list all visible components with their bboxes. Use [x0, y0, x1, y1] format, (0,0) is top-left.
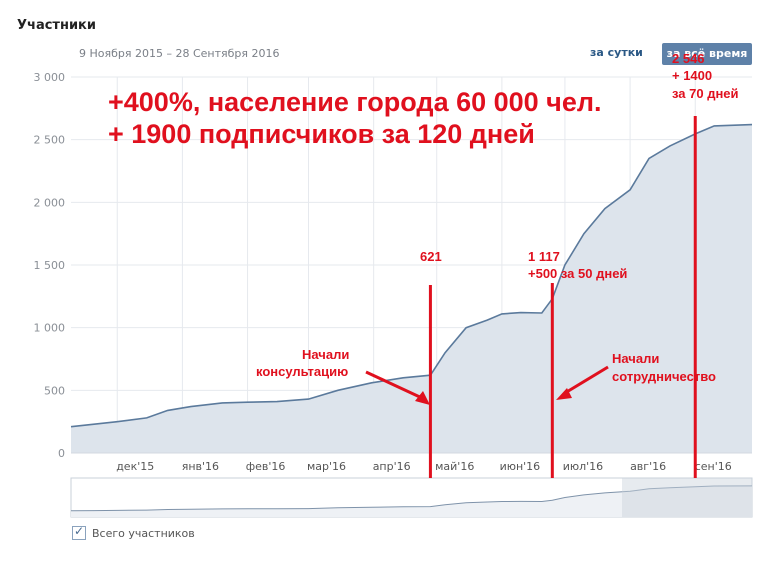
x-tick-label: май'16 [435, 460, 474, 473]
label-consult-line1: Начали [302, 347, 350, 362]
period-all-button[interactable]: за всё время [662, 43, 752, 65]
arrow-consult-head [415, 391, 430, 405]
marker-1-value: 621 [420, 249, 442, 264]
legend[interactable]: Всего участников [72, 524, 195, 540]
headline-growth: +400%, население города 60 000 чел. [108, 87, 602, 117]
label-coop-line1: Начали [612, 351, 660, 366]
arrow-coop-head [556, 388, 572, 400]
series-line [70, 123, 753, 428]
x-tick-label: янв'16 [182, 460, 219, 473]
date-range: 9 Ноября 2015 – 28 Сентября 2016 [79, 47, 280, 60]
x-tick-label: июл'16 [563, 460, 603, 473]
y-tick-label: 3 000 [34, 71, 66, 84]
x-tick-label: мар'16 [307, 460, 346, 473]
marker-3-growth: + 1400 [672, 68, 713, 83]
x-tick-label: июн'16 [500, 460, 541, 473]
marker-3-period: за 70 дней [672, 86, 739, 101]
legend-checkbox[interactable] [72, 524, 86, 540]
y-tick-label: 2 500 [34, 134, 66, 147]
y-tick-label: 2 000 [34, 196, 66, 209]
label-coop-line2: сотрудничество [612, 369, 716, 384]
y-tick-label: 500 [44, 384, 65, 397]
navigator-line [70, 485, 753, 512]
y-tick-label: 1 000 [34, 322, 66, 335]
period-day-button[interactable]: за сутки [590, 46, 643, 59]
arrow-consult-shaft [365, 370, 423, 400]
legend-label: Всего участников [92, 527, 195, 540]
headline-subscribers: + 1900 подписчиков за 120 дней [108, 119, 535, 149]
marker-2-value: 1 117 [528, 249, 560, 264]
label-consult-line2: консультацию [256, 364, 349, 379]
page-title: Участники [17, 18, 96, 33]
marker-3-value: 2 546 [672, 51, 705, 66]
y-tick-label: 0 [58, 447, 65, 460]
navigator-selection [622, 478, 752, 517]
x-tick-label: фев'16 [246, 460, 286, 473]
y-tick-label: 1 500 [34, 259, 66, 272]
x-tick-label: сен'16 [695, 460, 732, 473]
series-area [71, 124, 752, 453]
x-tick-label: авг'16 [630, 460, 666, 473]
x-tick-label: апр'16 [373, 460, 411, 473]
arrow-coop-shaft [564, 365, 609, 395]
x-tick-label: дек'15 [116, 460, 154, 473]
marker-2-growth: +500 за 50 дней [528, 266, 628, 281]
